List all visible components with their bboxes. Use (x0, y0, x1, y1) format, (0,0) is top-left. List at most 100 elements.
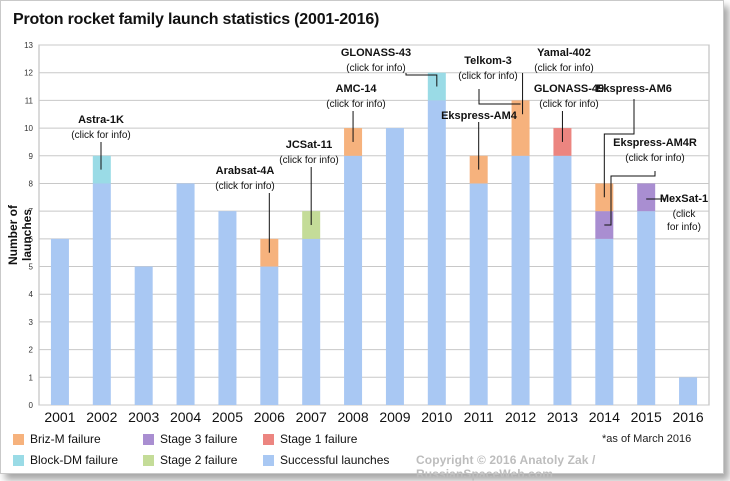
legend-label: Successful launches (280, 453, 390, 467)
legend-item-block-dm: Block-DM failure (13, 453, 118, 467)
y-axis-label: Number of launches (6, 205, 34, 265)
bar-segment (50, 238, 69, 405)
annotation-title: Astra-1K (78, 114, 124, 126)
x-tick-label: 2013 (547, 409, 578, 425)
annotation-title: AMC-14 (336, 83, 378, 95)
legend-item-briz-m: Briz-M failure (13, 432, 101, 446)
legend-label: Briz-M failure (30, 432, 101, 446)
annotation-leader (478, 89, 521, 105)
annotation-title: MexSat-1 (660, 193, 708, 205)
bar-segment (469, 183, 488, 405)
chart-title: Proton rocket family launch statistics (… (13, 11, 380, 28)
x-tick-label: 2008 (337, 409, 368, 425)
bar-segment (218, 211, 237, 405)
y-tick-label: 5 (29, 263, 34, 272)
annotation-link: (click for info) (71, 130, 130, 141)
y-tick-label: 7 (29, 207, 34, 216)
annotation-title: Ekspress-AM4 (441, 110, 518, 122)
bar-segment (385, 128, 404, 406)
y-tick-label: 6 (29, 235, 34, 244)
bar-segment (344, 155, 363, 405)
annotation-link: (click for info) (539, 99, 598, 110)
x-tick-label: 2001 (44, 409, 75, 425)
annotation-title: JCSat-11 (286, 139, 332, 151)
bar-segment (595, 238, 614, 405)
annotation-link: (click for info) (346, 63, 405, 74)
x-tick-label: 2011 (464, 409, 494, 425)
legend-label: Stage 1 failure (280, 432, 358, 446)
annotation-link: (click for info) (326, 99, 385, 110)
legend-swatch (13, 433, 24, 445)
y-tick-label: 12 (24, 69, 33, 78)
legend-swatch (13, 454, 24, 466)
legend-label: Stage 3 failure (160, 432, 238, 446)
legend-label: Stage 2 failure (160, 453, 238, 467)
y-tick-label: 1 (29, 373, 34, 382)
annotation-title: GLONASS-43 (341, 47, 411, 59)
x-tick-label: 2016 (672, 409, 703, 425)
x-tick-label: 2002 (86, 409, 117, 425)
annotation-title: Ekspress-AM6 (596, 83, 672, 95)
x-tick-label: 2004 (170, 409, 201, 425)
y-tick-label: 4 (29, 290, 34, 299)
y-tick-label: 2 (29, 346, 34, 355)
annotation-link: (click for info) (215, 181, 274, 192)
legend-item-stage3: Stage 3 failure (143, 432, 237, 446)
annotation-title: Ekspress-AM4R (613, 137, 697, 149)
x-tick-label: 2007 (296, 409, 327, 425)
annotation-leader (405, 73, 438, 87)
x-tick-label: 2003 (128, 409, 159, 425)
x-tick-label: 2010 (421, 409, 452, 425)
legend-swatch (263, 454, 274, 466)
bar-segment (176, 183, 195, 405)
bar-segment (511, 100, 530, 156)
annotation-leader (604, 171, 656, 226)
annotation-title: Yamal-402 (537, 47, 591, 59)
annotation-link: (click for info) (625, 153, 684, 164)
annotation-link: (click for info) (458, 71, 517, 82)
y-tick-label: 3 (29, 318, 34, 327)
bar-segment (427, 100, 446, 405)
x-tick-label: 2012 (505, 409, 536, 425)
annotation-link: (click for info) (279, 155, 338, 166)
y-tick-label: 9 (29, 152, 34, 161)
bar-segment (92, 155, 111, 184)
x-tick-label: 2015 (631, 409, 662, 425)
bar-segment (92, 183, 111, 405)
legend-item-successful: Successful launches (263, 453, 389, 467)
bar-segment (134, 266, 153, 405)
y-tick-label: 13 (24, 41, 33, 50)
bar-segment (637, 211, 656, 405)
x-tick-label: 2014 (589, 409, 620, 425)
legend-swatch (143, 454, 154, 466)
bar-segment (260, 266, 279, 405)
bar-segment (302, 238, 321, 405)
bar-segment (511, 155, 530, 405)
bar-segment (553, 155, 572, 405)
bar-segment (260, 238, 279, 267)
annotation-link: (click (673, 209, 697, 220)
annotation-leader (603, 99, 635, 198)
legend-item-stage2: Stage 2 failure (143, 453, 237, 467)
bar-segment (679, 377, 698, 405)
annotation-link: for info) (667, 222, 701, 233)
legend-swatch (143, 433, 154, 445)
bar-segment (637, 183, 656, 212)
y-tick-label: 8 (29, 179, 34, 188)
annotation-title: GLONASS-49 (534, 83, 604, 95)
x-tick-label: 2009 (379, 409, 410, 425)
y-tick-label: 11 (25, 96, 34, 105)
legend-item-stage1: Stage 1 failure (263, 432, 357, 446)
x-tick-label: 2006 (254, 409, 285, 425)
y-tick-label: 10 (24, 124, 33, 133)
footnote: *as of March 2016 (602, 433, 692, 445)
x-tick-label: 2005 (212, 409, 243, 425)
annotation-title: Telkom-3 (464, 55, 511, 67)
annotation-title: Arabsat-4A (216, 165, 275, 177)
y-tick-label: 0 (29, 401, 34, 410)
annotation-link: (click for info) (534, 63, 593, 74)
legend-label: Block-DM failure (30, 453, 119, 467)
legend-swatch (263, 433, 274, 445)
